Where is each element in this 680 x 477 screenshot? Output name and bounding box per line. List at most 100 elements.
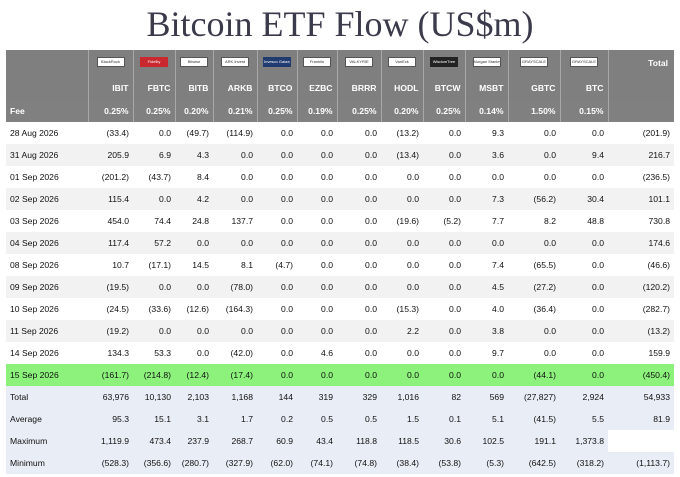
flow-cell: (5.2) (423, 210, 465, 232)
issuer-logo-cell: GRAYSCALE (559, 50, 608, 75)
stat-cell: 0.5 (297, 408, 337, 430)
fee-cell: 0.25% (256, 100, 297, 122)
ticker-header: BTCO (256, 75, 297, 100)
flow-cell: 0.0 (508, 122, 560, 144)
flow-cell: 3.6 (465, 144, 508, 166)
flow-cell: 0.0 (175, 342, 213, 364)
flow-cell: (164.3) (213, 298, 257, 320)
flow-cell: 0.0 (423, 364, 465, 386)
stat-cell: 1.5 (381, 408, 423, 430)
stat-cell: 191.1 (508, 430, 560, 452)
issuer-logo-icon: VALKYRIE (345, 56, 373, 67)
ticker-row: IBIT FBTC BITB ARKB BTCO EZBC BRRR HODL BTCW MSBT… (6, 75, 674, 100)
flow-cell: 134.3 (88, 342, 133, 364)
table-row: 04 Sep 2026 117.4 57.2 0.0 0.0 0.0 0.0 0.0 0.0 0.… (6, 232, 674, 254)
table-row: 01 Sep 2026 (201.2) (43.7) 8.4 0.0 0.0 0.0 0.0 0… (6, 166, 674, 188)
issuer-logo-cell: Morgan Stanley (464, 50, 508, 75)
issuer-logo-cell: WisdomTree (422, 50, 465, 75)
stat-cell: (38.4) (381, 452, 423, 474)
stat-cell: 95.3 (88, 408, 133, 430)
flow-cell: 0.0 (175, 276, 213, 298)
ticker-header: BRRR (336, 75, 381, 100)
date-cell: 02 Sep 2026 (6, 188, 88, 210)
fee-cell: 0.14% (464, 100, 508, 122)
flow-cell: 7.7 (465, 210, 508, 232)
flow-cell: 0.0 (257, 364, 297, 386)
stats-row: Maximum 1,119.9 473.4 237.9 268.7 60.9 43.4 118… (6, 430, 674, 452)
flow-cell: 0.0 (381, 166, 423, 188)
flow-cell: (56.2) (508, 188, 560, 210)
flow-cell: 0.0 (381, 342, 423, 364)
flow-cell: (43.7) (133, 166, 175, 188)
flow-cell: 8.2 (508, 210, 560, 232)
stat-cell: 15.1 (133, 408, 175, 430)
date-cell: 11 Sep 2026 (6, 320, 88, 342)
flow-cell: (13.4) (381, 144, 423, 166)
date-cell: 08 Sep 2026 (6, 254, 88, 276)
table-row: 09 Sep 2026 (19.5) 0.0 0.0 (78.0) 0.0 0.0 0.0 0.… (6, 276, 674, 298)
stat-cell: 237.9 (175, 430, 213, 452)
flow-cell: 0.0 (508, 232, 560, 254)
flow-cell: 0.0 (465, 232, 508, 254)
flow-cell: 0.0 (175, 320, 213, 342)
ticker-header: EZBC (296, 75, 337, 100)
flow-cell: 0.0 (508, 166, 560, 188)
flow-cell: (282.7) (608, 298, 674, 320)
stat-cell: 60.9 (257, 430, 297, 452)
flow-cell: 0.0 (297, 122, 337, 144)
flow-cell: 0.0 (560, 122, 608, 144)
flow-cell: 0.0 (508, 320, 560, 342)
date-cell: 09 Sep 2026 (6, 276, 88, 298)
ticker-header: BTC (559, 75, 608, 100)
flow-cell: 0.0 (423, 342, 465, 364)
stat-cell: 329 (337, 386, 381, 408)
flow-cell: 0.0 (257, 320, 297, 342)
flow-cell: (19.2) (88, 320, 133, 342)
flow-cell: 7.4 (465, 254, 508, 276)
stat-cell: 2,924 (560, 386, 608, 408)
issuer-logo-icon: Franklin (303, 56, 331, 67)
stat-cell: 319 (297, 386, 337, 408)
flow-cell: (24.5) (88, 298, 133, 320)
stat-cell: 1,168 (213, 386, 257, 408)
flow-cell: 0.0 (297, 166, 337, 188)
stat-cell: 10,130 (133, 386, 175, 408)
flow-cell: 0.0 (560, 364, 608, 386)
date-cell: 01 Sep 2026 (6, 166, 88, 188)
flow-cell: 0.0 (257, 210, 297, 232)
flow-cell: 0.0 (423, 298, 465, 320)
flow-cell: 9.7 (465, 342, 508, 364)
flow-cell: 0.0 (213, 144, 257, 166)
stat-cell: 54,933 (608, 386, 674, 408)
date-cell: 14 Sep 2026 (6, 342, 88, 364)
flow-cell: (42.0) (213, 342, 257, 364)
stat-cell: 63,976 (88, 386, 133, 408)
date-cell: 31 Aug 2026 (6, 144, 88, 166)
flow-cell: 117.4 (88, 232, 133, 254)
stat-cell: 569 (465, 386, 508, 408)
flow-cell: (12.4) (175, 364, 213, 386)
stat-cell: 43.4 (297, 430, 337, 452)
stat-cell: (642.5) (508, 452, 560, 474)
stat-cell: 268.7 (213, 430, 257, 452)
issuer-logo-icon: Morgan Stanley (472, 56, 501, 67)
flow-cell: 24.8 (175, 210, 213, 232)
issuer-logo-icon: Fidelity (140, 56, 168, 67)
flow-cell: 8.1 (213, 254, 257, 276)
flow-cell: (201.2) (88, 166, 133, 188)
flow-cell: (17.1) (133, 254, 175, 276)
flow-cell: 57.2 (133, 232, 175, 254)
flow-cell: 0.0 (257, 276, 297, 298)
flow-cell: 4.0 (465, 298, 508, 320)
flow-cell: 0.0 (337, 144, 381, 166)
stat-cell: (356.6) (133, 452, 175, 474)
flow-cell: (13.2) (608, 320, 674, 342)
fee-cell: 0.21% (212, 100, 257, 122)
flow-cell: 0.0 (133, 320, 175, 342)
ticker-header: BTCW (422, 75, 465, 100)
issuer-logo-cell: BlackRock (87, 50, 133, 75)
fee-cell: 0.20% (380, 100, 423, 122)
stat-cell: (53.8) (423, 452, 465, 474)
stat-cell: 30.6 (423, 430, 465, 452)
ticker-header: MSBT (464, 75, 508, 100)
